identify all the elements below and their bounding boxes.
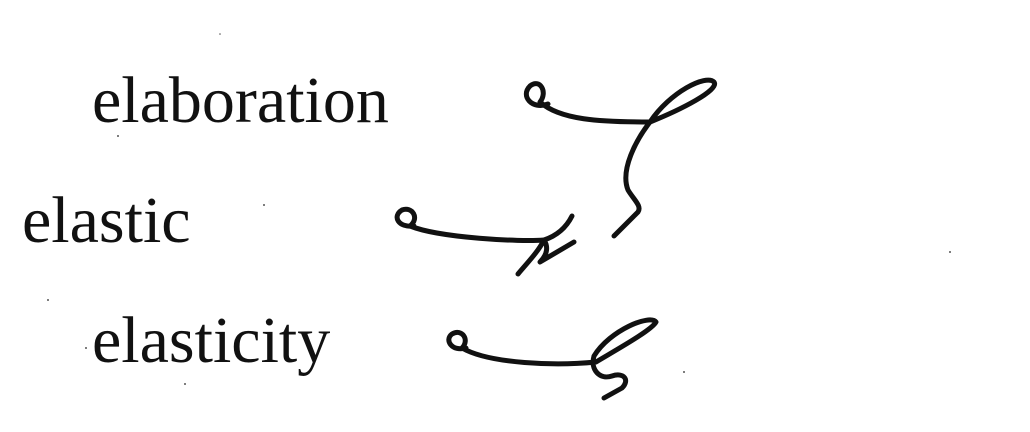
scan-specks <box>47 33 951 385</box>
shorthand-outline-elasticity-icon <box>446 317 659 401</box>
shorthand-outline-elastic-icon <box>394 206 577 277</box>
word-elaboration: elaboration <box>92 64 389 137</box>
word-elasticity: elasticity <box>92 304 331 377</box>
shorthand-outline-elaboration-icon <box>523 77 717 239</box>
word-elastic: elastic <box>22 184 191 257</box>
